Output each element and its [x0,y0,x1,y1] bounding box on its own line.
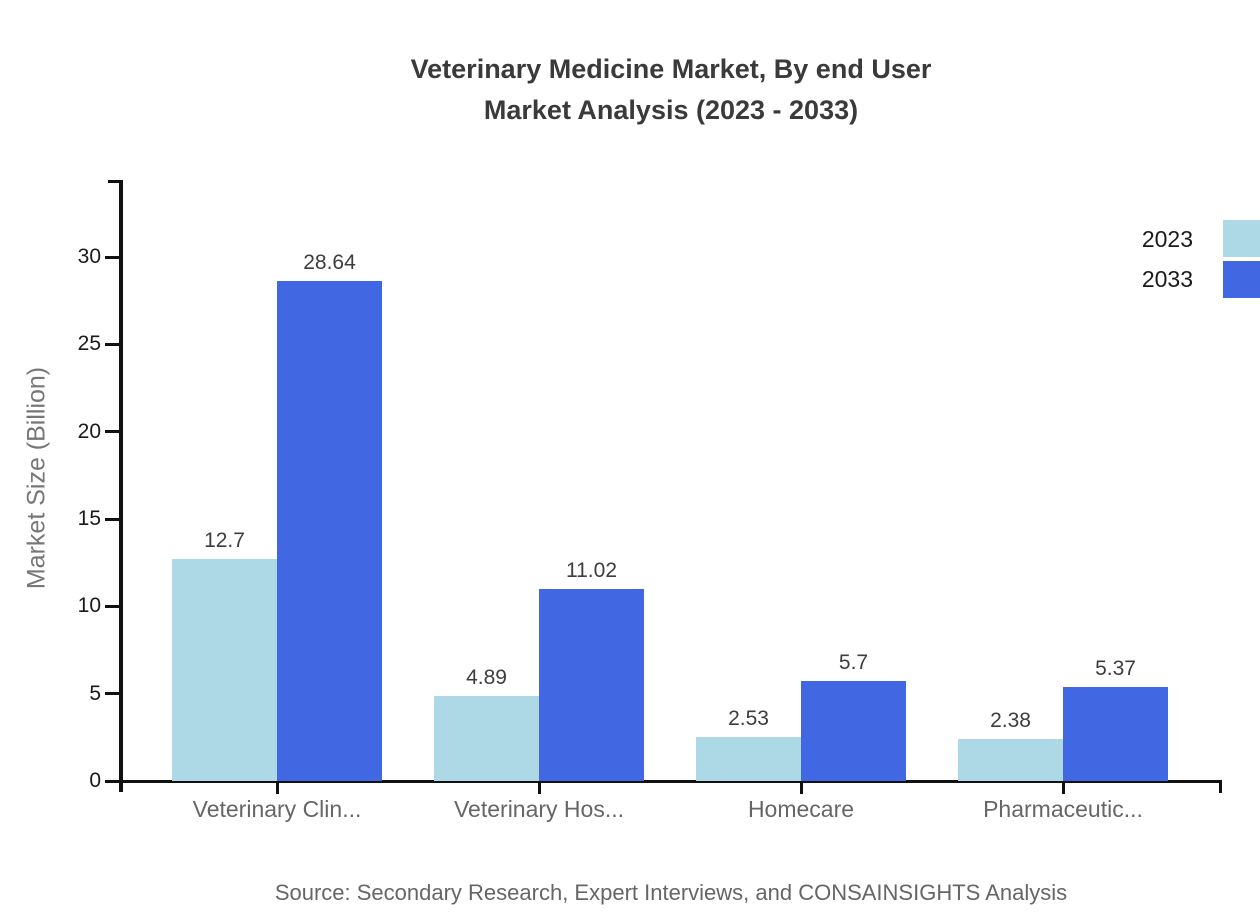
y-tick-label: 25 [77,332,101,356]
category-label: Veterinary Hos... [453,796,625,822]
y-tick-label: 5 [89,681,101,705]
bar-2033 [277,280,382,781]
bar-2023 [958,739,1063,781]
category-label: Homecare [747,796,855,822]
bar-2023 [172,559,277,781]
y-tick-mark [105,779,121,783]
x-tick-mark [1061,781,1065,794]
y-tick-mark [105,517,121,521]
bar-value-label: 2.53 [728,706,769,730]
category-label: Pharmaceutic... [983,796,1143,822]
legend-label-2023: 2023 [1141,225,1193,252]
bar-2033 [539,588,644,781]
x-axis-end-cap [1219,779,1222,793]
x-tick-mark [799,781,803,794]
bar-value-label: 28.64 [303,250,356,274]
y-tick-mark [105,692,121,696]
y-tick-label: 30 [77,245,101,268]
source-note: Source: Secondary Research, Expert Inter… [274,880,1068,905]
y-tick-mark [105,255,121,259]
y-tick-label: 0 [89,769,101,792]
legend-label-2033: 2033 [1141,266,1193,292]
bar-2033 [801,681,906,781]
y-tick-mark [105,430,121,434]
y-tick-mark [105,342,121,346]
bar-value-label: 11.02 [566,558,617,582]
category-label: Veterinary Clin... [192,796,362,822]
y-tick-mark [105,604,121,608]
bar-2033 [1063,687,1168,781]
chart-title: Veterinary Medicine Market, By end User … [117,49,1225,131]
y-tick-label: 15 [77,507,101,530]
bar-value-label: 4.89 [466,665,507,689]
bar-2023 [696,736,801,781]
chart-title-line2: Market Analysis (2023 - 2033) [483,95,859,125]
bar-value-label: 2.38 [990,709,1031,733]
y-axis-line [119,180,123,792]
chart-title-line1: Veterinary Medicine Market, By end User [410,54,932,84]
legend-swatch-2033 [1223,260,1260,298]
bar-2023 [434,695,539,781]
legend-swatch-2023 [1223,220,1260,257]
y-tick-label: 10 [77,594,101,618]
bar-value-label: 12.7 [204,529,245,553]
x-axis-line [107,779,1222,783]
x-tick-mark [275,781,279,794]
y-tick-label: 20 [77,419,101,443]
bar-value-label: 5.37 [1095,657,1136,681]
bar-value-label: 5.7 [838,651,869,675]
x-tick-mark [537,781,541,794]
y-axis-top-cap [108,180,123,183]
